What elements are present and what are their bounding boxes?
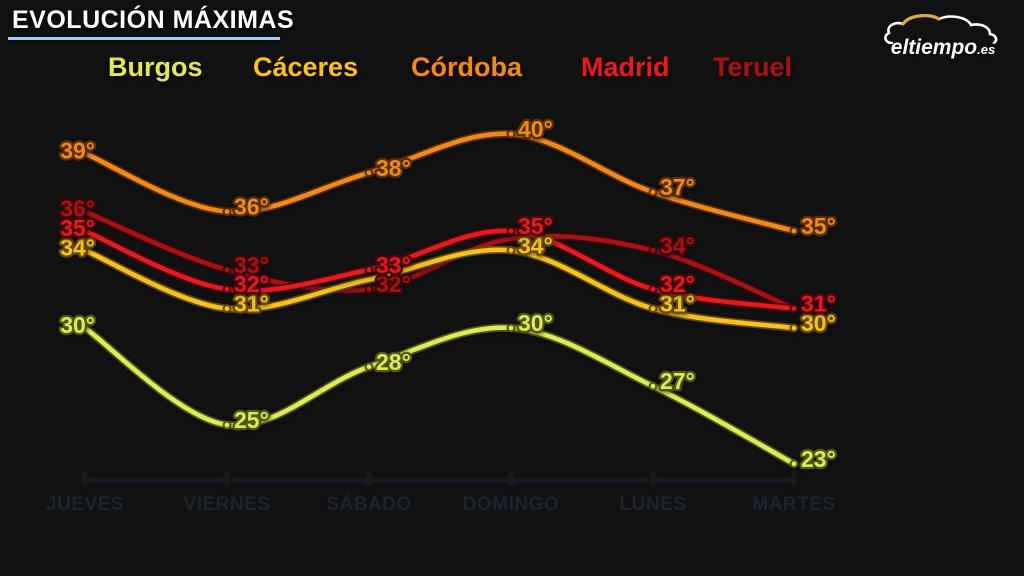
value-label-teruel-5: 31° <box>801 291 836 317</box>
legend-item-teruel: Teruel <box>713 52 793 82</box>
point-burgos-5 <box>789 459 799 469</box>
cloud-icon <box>884 14 998 44</box>
point-teruel-4 <box>648 246 658 255</box>
day-label-viernes: VIERNES <box>184 494 271 515</box>
value-label-caceres-3: 34° <box>518 232 553 258</box>
logo-brand: eltiempo <box>890 36 978 59</box>
point-teruel-1 <box>222 265 232 275</box>
point-burgos-1 <box>222 420 232 430</box>
value-label-madrid-1: 32° <box>234 271 269 297</box>
value-label-caceres-0: 34° <box>60 234 95 260</box>
value-label-cordoba-2: 38° <box>376 155 411 181</box>
value-label-cordoba-5: 35° <box>801 213 836 239</box>
legend-item-madrid: Madrid <box>581 52 670 82</box>
value-label-teruel-2: 32° <box>376 271 411 297</box>
point-cordoba-2 <box>364 168 374 178</box>
value-label-caceres-4: 31° <box>660 291 695 317</box>
point-caceres-1 <box>222 304 232 314</box>
value-label-teruel-0: 36° <box>60 196 95 222</box>
line-caceres <box>82 247 797 331</box>
point-madrid-4 <box>648 284 658 294</box>
title-underline <box>8 37 280 40</box>
point-cordoba-1 <box>222 207 232 217</box>
legend-item-caceres: Cáceres <box>253 52 359 82</box>
value-label-caceres-1: 31° <box>234 291 269 317</box>
series-line-teruel <box>81 207 798 313</box>
value-label-cordoba-4: 37° <box>660 174 695 200</box>
point-caceres-3 <box>506 246 516 255</box>
series-line-madrid <box>81 226 798 313</box>
value-label-madrid-4: 32° <box>660 271 695 297</box>
value-label-burgos-0: 30° <box>60 312 95 338</box>
value-label-madrid-0: 35° <box>60 215 95 241</box>
point-cordoba-5 <box>789 226 799 236</box>
legend-item-burgos: Burgos <box>108 52 203 82</box>
value-label-cordoba-3: 40° <box>518 116 553 142</box>
value-label-burgos-3: 30° <box>518 310 553 336</box>
page-title: EVOLUCIÓN MÁXIMAS <box>12 6 295 34</box>
day-label-martes: MARTES <box>752 494 835 515</box>
value-label-caceres-5: 30° <box>801 310 836 336</box>
point-burgos-3 <box>506 323 516 333</box>
x-axis: JUEVES VIERNES SÁBADO DOMINGO LUNES MARTES <box>46 471 835 515</box>
point-burgos-4 <box>648 381 658 391</box>
value-label-burgos-1: 25° <box>234 407 269 433</box>
point-madrid-5 <box>789 304 799 314</box>
series-line-burgos <box>81 323 798 468</box>
point-madrid-1 <box>222 284 232 294</box>
line-teruel <box>82 209 797 311</box>
series-line-cordoba <box>81 129 798 235</box>
line-burgos <box>82 325 797 467</box>
value-label-teruel-1: 33° <box>234 252 269 278</box>
value-label-burgos-4: 27° <box>660 368 695 394</box>
line-cordoba <box>82 131 797 234</box>
value-label-madrid-2: 33° <box>376 252 411 278</box>
day-label-lunes: LUNES <box>620 494 687 515</box>
value-label-burgos-2: 28° <box>376 349 411 375</box>
series-labels-burgos: 30° 25° 28° 30° 27° 23° <box>58 308 838 474</box>
day-label-sabado: SÁBADO <box>326 493 411 515</box>
value-label-cordoba-1: 36° <box>234 194 269 220</box>
point-madrid-2 <box>364 265 374 275</box>
point-caceres-5 <box>789 323 799 333</box>
day-label-jueves: JUEVES <box>46 494 124 515</box>
point-burgos-2 <box>364 362 374 372</box>
legend-item-cordoba: Córdoba <box>411 52 522 82</box>
series-line-caceres <box>81 245 798 332</box>
line-madrid <box>82 228 797 311</box>
value-label-madrid-3: 35° <box>518 213 553 239</box>
value-label-burgos-5: 23° <box>801 446 836 472</box>
eltiempo-logo: eltiempo.es <box>880 14 1006 60</box>
value-label-teruel-4: 34° <box>660 232 695 258</box>
value-label-cordoba-0: 39° <box>60 137 95 163</box>
point-madrid-3 <box>506 226 516 236</box>
point-teruel-2 <box>364 284 374 294</box>
point-cordoba-3 <box>506 129 516 139</box>
value-label-madrid-5: 31° <box>801 291 836 317</box>
series-labels-madrid: 35°32°33°35°32°31° <box>58 211 838 319</box>
series-labels-cordoba: 39° 36° 38° 40° 37° 35° <box>58 114 838 242</box>
legend: Burgos Cáceres Córdoba Madrid Teruel <box>0 52 1024 86</box>
point-cordoba-4 <box>648 187 658 197</box>
day-label-domingo: DOMINGO <box>463 494 559 515</box>
series-labels-caceres: 34°31°34°31°30° <box>58 230 838 338</box>
logo-tld: .es <box>977 42 996 57</box>
point-caceres-4 <box>648 304 658 314</box>
line-outline-burgos <box>81 323 798 468</box>
logo-text: eltiempo.es <box>880 36 1006 60</box>
